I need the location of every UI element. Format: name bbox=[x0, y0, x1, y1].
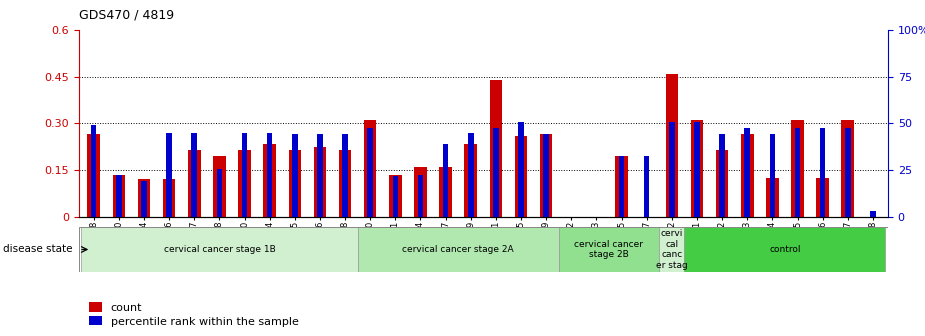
Bar bbox=[766, 178, 779, 217]
Bar bbox=[543, 134, 549, 217]
Bar bbox=[770, 134, 775, 217]
Bar bbox=[358, 227, 559, 272]
Bar bbox=[142, 181, 147, 217]
Bar bbox=[389, 175, 401, 217]
Bar bbox=[166, 133, 172, 217]
Bar bbox=[292, 134, 298, 217]
Bar bbox=[791, 120, 804, 217]
Bar bbox=[694, 122, 699, 217]
Bar bbox=[514, 136, 527, 217]
Bar bbox=[367, 128, 373, 217]
Text: cervi
cal
canc
er stag: cervi cal canc er stag bbox=[656, 229, 687, 269]
Bar bbox=[342, 134, 348, 217]
Bar bbox=[188, 150, 201, 217]
Bar bbox=[267, 133, 273, 217]
Bar bbox=[666, 74, 678, 217]
Bar bbox=[191, 133, 197, 217]
Bar bbox=[439, 167, 452, 217]
Bar bbox=[720, 134, 725, 217]
Bar bbox=[364, 120, 376, 217]
Bar bbox=[116, 175, 121, 217]
Bar bbox=[317, 134, 323, 217]
Bar bbox=[88, 134, 100, 217]
Bar bbox=[289, 150, 301, 217]
Bar bbox=[138, 179, 150, 217]
Bar bbox=[264, 144, 276, 217]
Text: cervical cancer
stage 2B: cervical cancer stage 2B bbox=[574, 240, 644, 259]
Bar bbox=[489, 80, 502, 217]
Bar bbox=[684, 227, 885, 272]
Bar bbox=[443, 144, 449, 217]
Bar bbox=[91, 125, 96, 217]
Bar bbox=[660, 227, 684, 272]
Bar bbox=[418, 175, 424, 217]
Bar bbox=[741, 134, 754, 217]
Text: cervical cancer stage 2A: cervical cancer stage 2A bbox=[402, 245, 514, 254]
Bar bbox=[216, 169, 222, 217]
Legend: count, percentile rank within the sample: count, percentile rank within the sample bbox=[84, 298, 303, 331]
Bar bbox=[870, 210, 876, 217]
Bar bbox=[669, 122, 674, 217]
Bar bbox=[559, 227, 660, 272]
Bar bbox=[414, 167, 426, 217]
Bar bbox=[468, 133, 474, 217]
Bar bbox=[540, 134, 552, 217]
Bar bbox=[716, 150, 728, 217]
Bar bbox=[163, 179, 176, 217]
Text: GDS470 / 4819: GDS470 / 4819 bbox=[79, 8, 174, 22]
Bar bbox=[795, 128, 800, 217]
Bar bbox=[113, 175, 125, 217]
Bar bbox=[691, 120, 703, 217]
Bar bbox=[518, 122, 524, 217]
Bar bbox=[745, 128, 750, 217]
Text: disease state: disease state bbox=[3, 244, 72, 254]
Bar bbox=[464, 144, 477, 217]
Bar bbox=[619, 156, 624, 217]
Bar bbox=[845, 128, 851, 217]
Bar bbox=[615, 156, 628, 217]
Text: control: control bbox=[770, 245, 801, 254]
Bar bbox=[842, 120, 854, 217]
Bar bbox=[241, 133, 247, 217]
Bar bbox=[213, 156, 226, 217]
Bar bbox=[493, 128, 499, 217]
Bar bbox=[820, 128, 825, 217]
Bar bbox=[644, 156, 649, 217]
Bar bbox=[817, 178, 829, 217]
Text: cervical cancer stage 1B: cervical cancer stage 1B bbox=[164, 245, 276, 254]
Bar bbox=[339, 150, 352, 217]
Bar bbox=[392, 176, 398, 217]
Bar bbox=[81, 227, 358, 272]
Bar bbox=[239, 150, 251, 217]
Bar bbox=[314, 147, 327, 217]
